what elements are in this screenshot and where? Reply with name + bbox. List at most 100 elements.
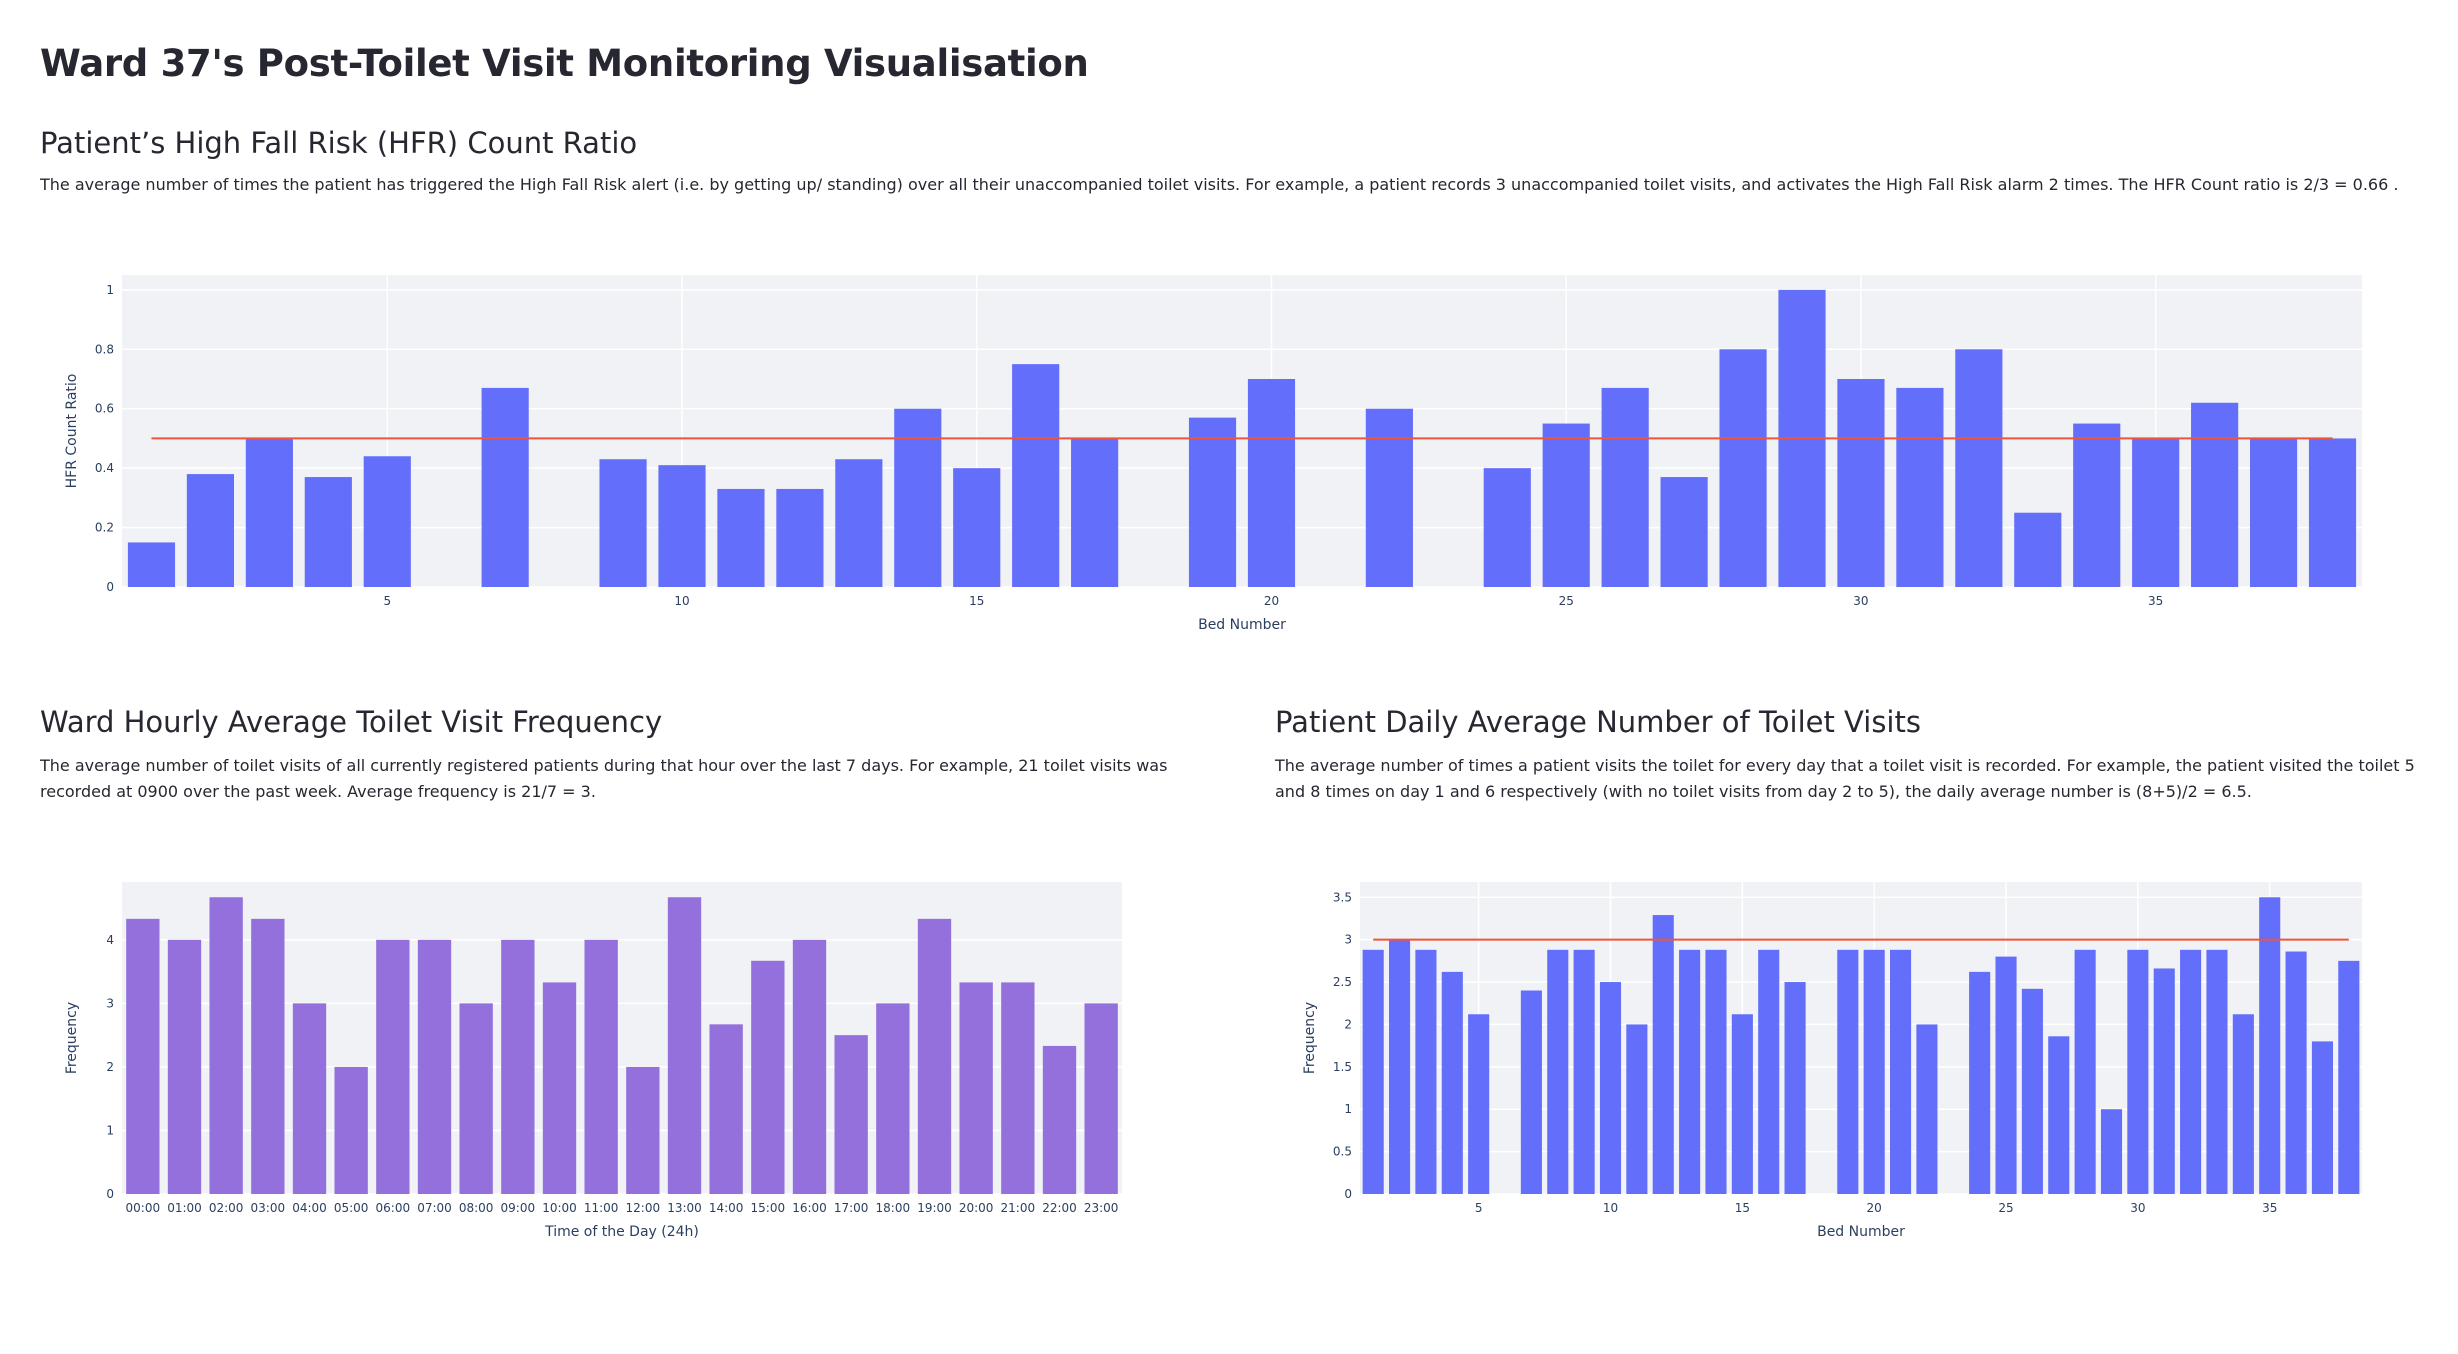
bar (2180, 949, 2202, 1194)
bar (2191, 402, 2239, 587)
bar (835, 459, 883, 587)
bar (1995, 956, 2017, 1194)
y-tick-label: 0.8 (95, 342, 114, 356)
y-tick-label: 0.5 (1333, 1145, 1352, 1159)
bar (1896, 387, 1944, 587)
bar (1916, 1024, 1938, 1194)
bar (1520, 990, 1542, 1194)
bar (1389, 939, 1411, 1194)
y-tick-label: 3 (106, 996, 114, 1010)
bar (584, 939, 618, 1194)
bar (1758, 949, 1780, 1194)
bar (2206, 949, 2228, 1194)
x-tick-label: 21:00 (1001, 1201, 1036, 1215)
bar (751, 960, 785, 1194)
bar (2014, 512, 2062, 587)
hourly-section-description: The average number of toilet visits of a… (40, 756, 1168, 801)
x-tick-label: 07:00 (417, 1201, 452, 1215)
x-tick-label: 5 (383, 594, 391, 608)
y-tick-label: 0.4 (95, 461, 114, 475)
x-tick-label: 20:00 (959, 1201, 994, 1215)
bar (1042, 1045, 1077, 1194)
daily-section-description: The average number of times a patient vi… (1275, 756, 2415, 801)
bar (599, 459, 647, 587)
x-tick-label: 10 (674, 594, 689, 608)
y-tick-label: 0 (106, 1187, 114, 1201)
bar (959, 982, 993, 1194)
x-tick-label: 10 (1603, 1201, 1618, 1215)
y-tick-label: 0 (1344, 1187, 1352, 1201)
bar (876, 1003, 910, 1194)
bar (1837, 949, 1859, 1194)
bar (1547, 949, 1569, 1194)
bar (894, 408, 942, 587)
bar (1362, 949, 1384, 1194)
bar (1415, 949, 1437, 1194)
y-tick-label: 2 (1344, 1017, 1352, 1031)
bar (2073, 423, 2121, 587)
plot-area (122, 882, 1122, 1194)
x-tick-label: 25 (1559, 594, 1574, 608)
x-tick-label: 15 (969, 594, 984, 608)
bar (417, 939, 452, 1194)
x-tick-label: 05:00 (334, 1201, 369, 1215)
x-tick-label: 35 (2262, 1201, 2277, 1215)
y-axis-title: Frequency (1302, 1002, 1318, 1074)
bar (334, 1066, 368, 1194)
bar (363, 456, 411, 587)
x-tick-label: 10:00 (542, 1201, 577, 1215)
x-tick-label: 30 (2130, 1201, 2145, 1215)
x-tick-label: 22:00 (1042, 1201, 1077, 1215)
bar (127, 542, 176, 587)
x-tick-label: 20 (1867, 1201, 1882, 1215)
bar (1601, 387, 1649, 587)
y-tick-label: 0.2 (95, 521, 114, 535)
bar (2285, 951, 2307, 1194)
daily-section-title: Patient Daily Average Number of Toilet V… (1275, 705, 1921, 739)
bar (1468, 1014, 1490, 1194)
bar (2100, 1109, 2123, 1194)
bar (1652, 915, 1674, 1194)
bar (776, 488, 824, 587)
x-tick-label: 15 (1735, 1201, 1750, 1215)
y-tick-label: 4 (106, 933, 114, 947)
bar (1705, 949, 1727, 1194)
x-tick-label: 13:00 (667, 1201, 702, 1215)
bar (2338, 960, 2360, 1194)
bar (1365, 408, 1413, 587)
x-tick-label: 30 (1853, 594, 1868, 608)
x-tick-label: 23:00 (1084, 1201, 1119, 1215)
x-axis-title: Time of the Day (24h) (544, 1224, 699, 1240)
hfr-section-title: Patient’s High Fall Risk (HFR) Count Rat… (40, 126, 638, 160)
bar (1247, 379, 1296, 587)
x-tick-label: 25 (1998, 1201, 2013, 1215)
y-tick-label: 1 (1344, 1102, 1352, 1116)
bar (1071, 438, 1119, 587)
bar (376, 939, 410, 1194)
bar (709, 1024, 743, 1194)
x-axis-title: Bed Number (1198, 617, 1286, 633)
bar (501, 939, 535, 1194)
bar (304, 477, 352, 587)
bar (1012, 364, 1060, 587)
hfr-section-description: The average number of times the patient … (40, 175, 2399, 194)
x-axis-title: Bed Number (1817, 1224, 1905, 1240)
bar (126, 918, 160, 1194)
bar (1542, 423, 1590, 587)
bar (792, 939, 827, 1194)
x-tick-label: 01:00 (167, 1201, 202, 1215)
y-axis-title: Frequency (64, 1002, 80, 1074)
bar (1599, 982, 1622, 1194)
bar (658, 465, 706, 587)
bar (1679, 949, 1701, 1194)
bar (1660, 477, 1708, 587)
page-title: Ward 37's Post-Toilet Visit Monitoring V… (40, 42, 1089, 85)
y-tick-label: 0.6 (95, 402, 114, 416)
y-tick-label: 1 (106, 283, 114, 297)
x-tick-label: 06:00 (376, 1201, 411, 1215)
bar (667, 897, 702, 1194)
bar (2250, 438, 2298, 587)
bar (1188, 417, 1237, 587)
bar (1837, 379, 1885, 587)
